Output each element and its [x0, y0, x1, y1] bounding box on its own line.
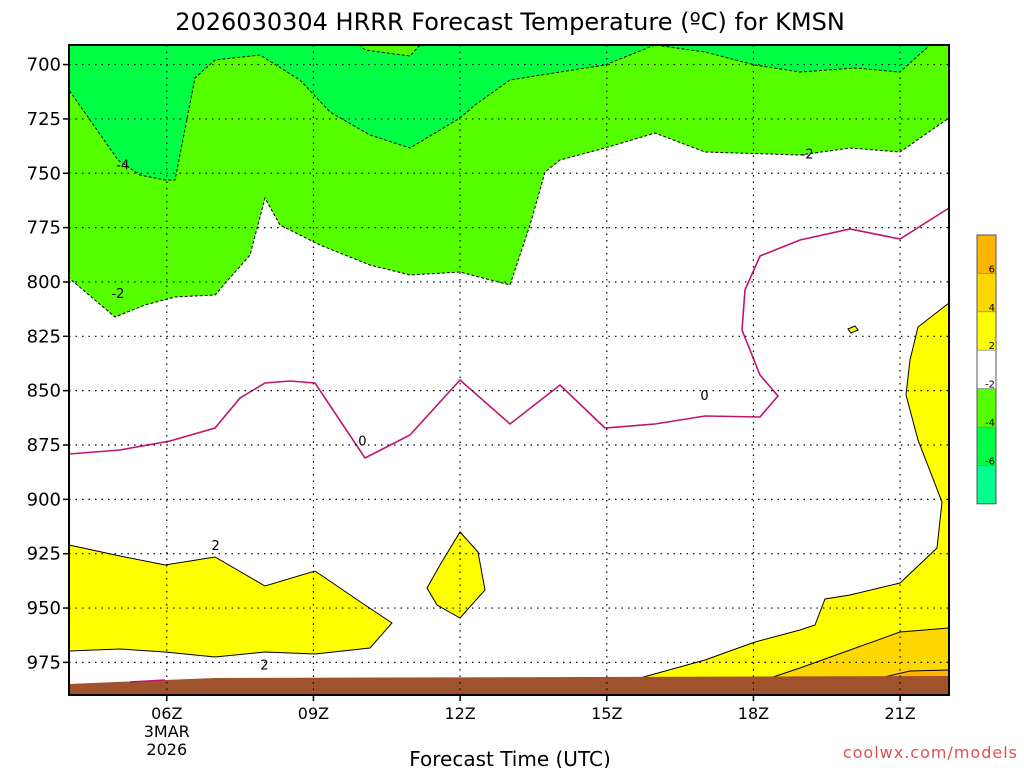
legend-label: 2: [989, 341, 995, 352]
chart-title: 2026030304 HRRR Forecast Temperature (ºC…: [175, 8, 845, 36]
legend-label: 6: [989, 264, 995, 275]
legend-swatch: [977, 465, 996, 504]
contour-labels: -4 -2 -2 0 0 2 2: [111, 148, 813, 674]
fill-minus-2-band: [68, 44, 950, 318]
y-axis: 700 725 750 775 800 825 850 875 900 925 950 975: [27, 55, 69, 673]
plot-frame: [68, 44, 950, 696]
y-tick-label: 700: [27, 55, 61, 76]
ground-fill: [69, 676, 949, 695]
legend-swatch: [977, 427, 996, 466]
y-tick-label: 775: [27, 218, 61, 239]
y-tick-label: 875: [27, 435, 61, 456]
fill-warm-center: [426, 531, 486, 619]
legend-label: -6: [985, 456, 995, 467]
legend-label: -2: [985, 380, 995, 391]
y-tick-label: 850: [27, 381, 61, 402]
legend-label: 4: [989, 303, 995, 314]
color-legend: 6 4 2 -2 -4 -6: [976, 234, 997, 505]
y-tick-label: 750: [27, 163, 61, 184]
legend-swatch: [977, 311, 996, 351]
y-tick-label: 900: [27, 489, 61, 510]
x-tick-label: 12Z: [444, 704, 475, 723]
fill-minus-4-band: [68, 44, 949, 181]
x-tick-label: 09Z: [298, 704, 329, 723]
x-axis-label: Forecast Time (UTC): [409, 747, 611, 768]
plot-area: -4 -2 -2 0 0 2 2: [68, 44, 950, 696]
grid-lines: [69, 45, 949, 695]
contour-label: 0: [358, 435, 366, 450]
y-tick-label: 825: [27, 326, 61, 347]
credit-link[interactable]: coolwx.com/models: [843, 743, 1018, 762]
contour-label: 2: [260, 659, 268, 674]
contour-label: 0: [700, 389, 708, 404]
fill-warm-spot: [847, 325, 859, 334]
y-tick-label: 800: [27, 272, 61, 293]
x-tick-year-label: 2026: [146, 740, 187, 759]
legend-swatch: [977, 235, 996, 274]
x-tick-label: 21Z: [884, 704, 915, 723]
x-tick-label: 18Z: [738, 704, 769, 723]
zero-contour-line: [68, 207, 950, 460]
contour-label: -4: [116, 159, 129, 174]
y-tick-label: 975: [27, 652, 61, 673]
legend-label: -4: [985, 418, 995, 429]
legend-swatch: [977, 388, 996, 427]
contour-label: -2: [111, 287, 124, 302]
y-tick-label: 925: [27, 544, 61, 565]
x-tick-date-label: 3MAR: [144, 722, 190, 741]
contour-label: -2: [801, 148, 814, 163]
contour-label: 2: [212, 539, 220, 554]
ground-edge-line: [129, 679, 166, 683]
y-tick-label: 950: [27, 598, 61, 619]
legend-swatch: [977, 273, 996, 312]
legend-frame: [976, 234, 997, 505]
x-tick-label: 06Z: [151, 704, 182, 723]
legend-swatch: [977, 350, 996, 389]
x-tick-label: 15Z: [591, 704, 622, 723]
y-tick-label: 725: [27, 109, 61, 130]
fill-warm-left: [68, 544, 393, 658]
